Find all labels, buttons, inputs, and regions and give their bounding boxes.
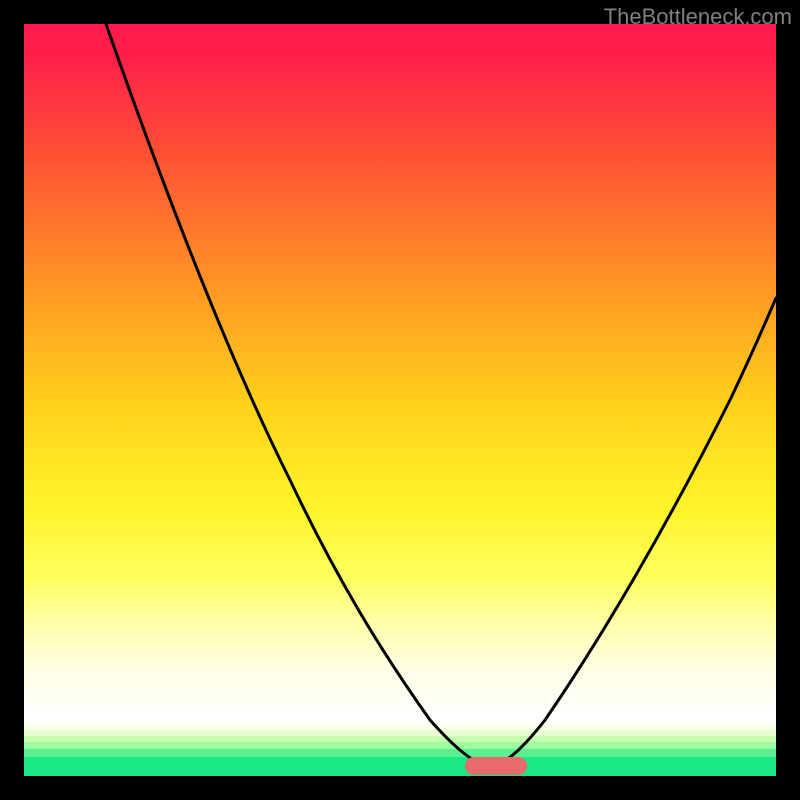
chart-frame: TheBottleneck.com (0, 0, 800, 800)
watermark-text: TheBottleneck.com (604, 4, 792, 30)
optimum-marker (0, 0, 800, 800)
